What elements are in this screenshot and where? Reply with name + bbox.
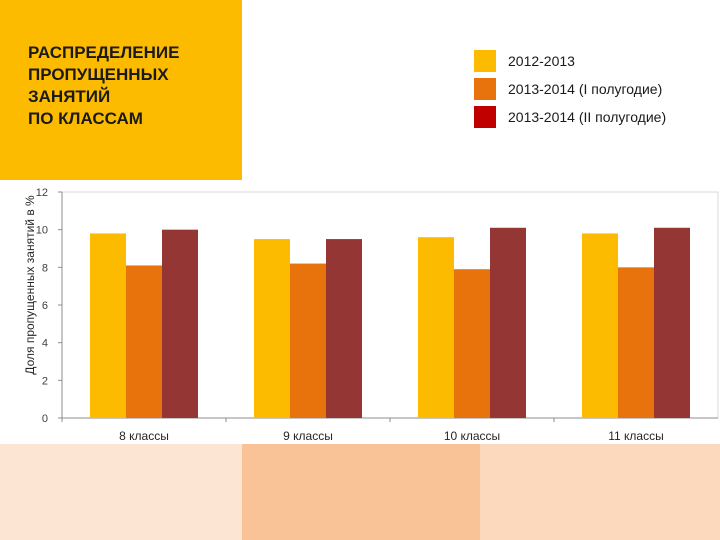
bar bbox=[90, 233, 126, 418]
bar bbox=[490, 227, 526, 418]
x-tick-label: 10 классы bbox=[444, 429, 500, 443]
footer-band-3 bbox=[480, 444, 720, 540]
bar bbox=[654, 227, 690, 418]
x-tick-label: 11 классы bbox=[608, 429, 663, 443]
bar bbox=[290, 263, 326, 418]
legend-item-3: 2013-2014 (II полугодие) bbox=[474, 106, 714, 128]
y-tick-label: 8 bbox=[42, 262, 48, 274]
bar bbox=[618, 267, 654, 418]
y-tick-label: 2 bbox=[42, 375, 48, 387]
bar bbox=[162, 229, 198, 418]
legend-swatch-1 bbox=[474, 50, 496, 72]
x-tick-label: 9 классы bbox=[283, 429, 333, 443]
bar bbox=[126, 265, 162, 418]
y-tick-label: 6 bbox=[42, 300, 48, 312]
bar bbox=[326, 239, 362, 418]
x-tick-label: 8 классы bbox=[119, 429, 169, 443]
legend-label-2: 2013-2014 (I полугодие) bbox=[508, 81, 663, 97]
bar bbox=[418, 237, 454, 418]
bar bbox=[582, 233, 618, 418]
legend-swatch-2 bbox=[474, 78, 496, 100]
chart-title: РАСПРЕДЕЛЕНИЕ ПРОПУЩЕННЫХ ЗАНЯТИЙ ПО КЛА… bbox=[28, 43, 180, 128]
legend-item-1: 2012-2013 bbox=[474, 50, 714, 72]
y-tick-label: 10 bbox=[36, 225, 48, 237]
legend-label-1: 2012-2013 bbox=[508, 53, 575, 69]
y-tick-label: 4 bbox=[42, 338, 48, 350]
bar bbox=[254, 239, 290, 418]
y-tick-label: 12 bbox=[36, 187, 48, 199]
footer-band-2 bbox=[242, 444, 480, 540]
y-tick-label: 0 bbox=[42, 413, 48, 425]
y-axis-title: Доля пропущенных занятий в % bbox=[23, 195, 37, 375]
legend-swatch-3 bbox=[474, 106, 496, 128]
title-panel: РАСПРЕДЕЛЕНИЕ ПРОПУЩЕННЫХ ЗАНЯТИЙ ПО КЛА… bbox=[0, 0, 242, 180]
bar bbox=[454, 269, 490, 418]
footer-band-1 bbox=[0, 444, 242, 540]
legend-item-2: 2013-2014 (I полугодие) bbox=[474, 78, 714, 100]
legend-label-3: 2013-2014 (II полугодие) bbox=[508, 109, 667, 125]
